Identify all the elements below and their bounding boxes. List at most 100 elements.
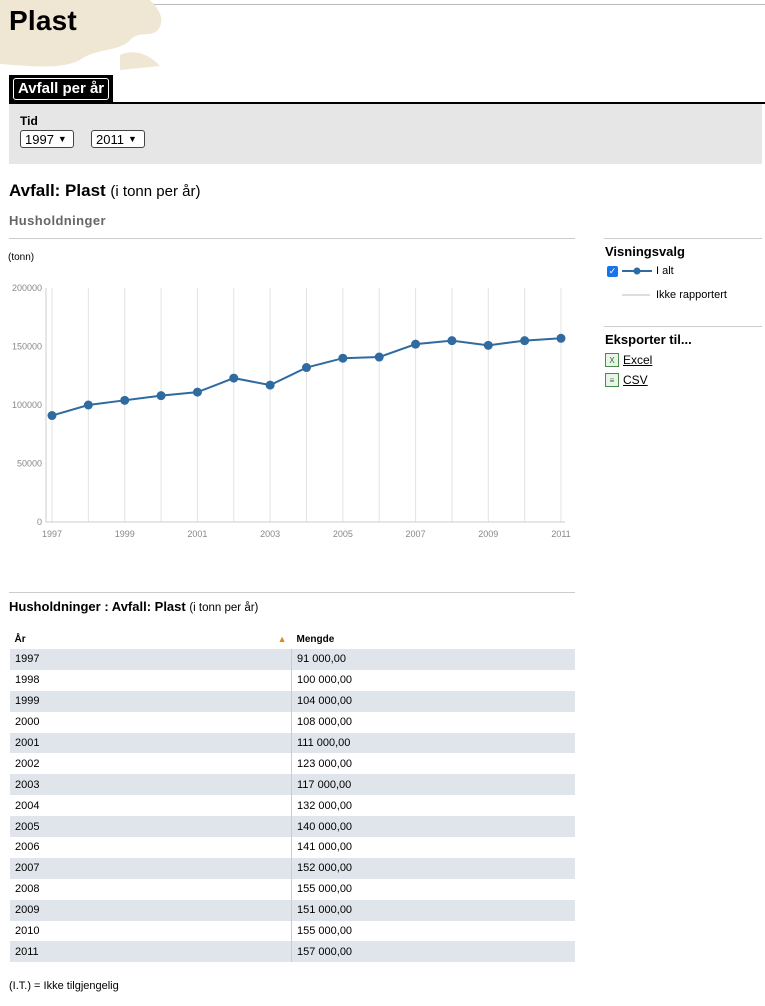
view-options-title: Visningsvalg [605,244,685,259]
section-title-text: Avfall: Plast [9,181,106,200]
table-row: 2009 151 000,00 [9,899,575,921]
table-row: 1999 104 000,00 [9,690,575,712]
table-top-rule [9,592,575,593]
amount-cell: 91 000,00 [291,649,575,670]
year-cell: 2009 [9,899,292,921]
year-cell: 1998 [15,674,40,687]
time-filter-label: Tid [20,114,38,128]
table-row: 2004 132 000,00 [10,795,575,817]
column-header-year[interactable]: År ▲ [10,630,292,649]
year-cell: 2003 [9,774,292,796]
amount-cell: 141 000,00 [291,837,575,858]
column-header-amount[interactable]: Mengde [296,634,335,645]
export-csv-label[interactable]: CSV [623,373,648,387]
data-point [556,333,566,343]
data-point [520,336,530,346]
data-point [411,339,421,349]
chevron-down-icon: ▼ [57,134,67,144]
data-point [338,353,348,363]
amount-cell: 100 000,00 [291,669,575,691]
year-from-value: 1997 [25,131,54,147]
data-point [447,336,457,346]
year-cell: 1999 [9,690,292,712]
table-row: 2011 157 000,00 [9,941,575,963]
table-row: 2010 155 000,00 [10,920,575,942]
export-excel-link[interactable]: X Excel [605,353,652,367]
top-rule [8,4,765,5]
tab-rule [9,102,765,104]
export-excel-label[interactable]: Excel [623,353,653,367]
legend-item-not-reported: Ikke rapportert [622,289,727,301]
legend-item-total[interactable]: ✓ I alt [607,265,674,277]
table-header-row: År ▲ Mengde [10,630,576,649]
year-cell: 2006 [15,841,40,854]
sidebar-rule [604,238,762,239]
line-chart: (tonn) 0 50000 100000 150000 200000 1997 1999 20… [8,252,571,539]
csv-icon: ≡ [605,373,619,387]
year-to-value: 2011 [96,131,124,147]
data-point [192,387,202,397]
filter-panel: Tid 1997 ▼ 2011 ▼ [9,104,762,164]
chart-top-rule [9,238,575,239]
year-cell: 2004 [15,799,40,812]
year-cell: 2005 [9,816,292,838]
data-point [265,380,275,390]
chart-subtitle: Husholdninger [9,213,106,228]
year-cell: 2001 [9,732,292,754]
export-csv-link[interactable]: ≡ CSV [605,373,648,387]
year-cell: 2002 [15,757,40,770]
x-tick-label: 2003 [260,529,280,539]
sidebar-rule-2 [604,326,762,327]
table-row: 2006 141 000,00 [10,837,575,858]
section-title: Avfall: Plast (i tonn per år) [9,181,200,201]
excel-icon: X [605,353,619,367]
x-tick-label: 2009 [478,529,498,539]
data-point [120,395,130,405]
column-header-year-label: År [14,634,26,645]
x-tick-label: 1997 [42,529,62,539]
table-title: Husholdninger : Avfall: Plast (i tonn pe… [9,599,258,614]
table-row: 1997 91 000,00 [9,649,575,670]
amount-cell: 157 000,00 [291,941,575,963]
amount-cell: 104 000,00 [291,690,575,712]
data-point [83,400,93,410]
year-cell: 2008 [15,883,40,896]
amount-cell: 111 000,00 [291,732,575,754]
amount-cell: 152 000,00 [291,857,575,879]
table-row: 2002 123 000,00 [10,753,575,775]
footnote: (I.T.) = Ikke tilgjengelig [9,980,119,992]
year-cell: 2010 [15,925,40,938]
legend-label-not-reported: Ikke rapportert [656,289,727,301]
amount-cell: 151 000,00 [291,899,575,921]
amount-cell: 132 000,00 [291,795,575,817]
checkbox-checked-icon[interactable]: ✓ [607,265,618,277]
year-cell: 2000 [15,716,40,729]
legend-label-total: I alt [656,265,674,277]
legend-line-marker-icon [622,267,652,275]
table-row: 2005 140 000,00 [9,816,575,838]
sort-ascending-icon[interactable]: ▲ [277,634,287,644]
data-point [47,411,57,421]
table-title-text: Husholdninger : Avfall: Plast [9,599,186,614]
amount-cell: 155 000,00 [291,878,575,900]
data-point [483,340,493,350]
y-tick-label: 50000 [17,459,42,469]
export-title: Eksporter til... [605,332,692,347]
table-unit: (i tonn per år) [189,602,259,614]
table-row: 1998 100 000,00 [10,669,575,691]
data-table: År ▲ Mengde 1997 91 000,00 1998 100 000,00 19… [9,630,576,963]
year-cell: 2011 [9,941,292,963]
table-row: 2001 111 000,00 [9,732,575,754]
year-to-select[interactable]: 2011 ▼ [91,130,145,148]
year-cell: 1997 [9,649,292,670]
table-row: 2000 108 000,00 [10,711,575,733]
x-tick-label: 1999 [115,529,135,539]
tab-avfall-per-ar[interactable]: Avfall per år [9,75,114,103]
table-row: 2003 117 000,00 [9,774,575,796]
chevron-down-icon: ▼ [127,134,137,144]
y-tick-label: 100000 [12,400,42,410]
x-tick-label: 2011 [551,529,570,539]
x-tick-label: 2007 [406,529,426,539]
legend-line-icon [622,294,650,296]
year-from-select[interactable]: 1997 ▼ [20,130,74,148]
